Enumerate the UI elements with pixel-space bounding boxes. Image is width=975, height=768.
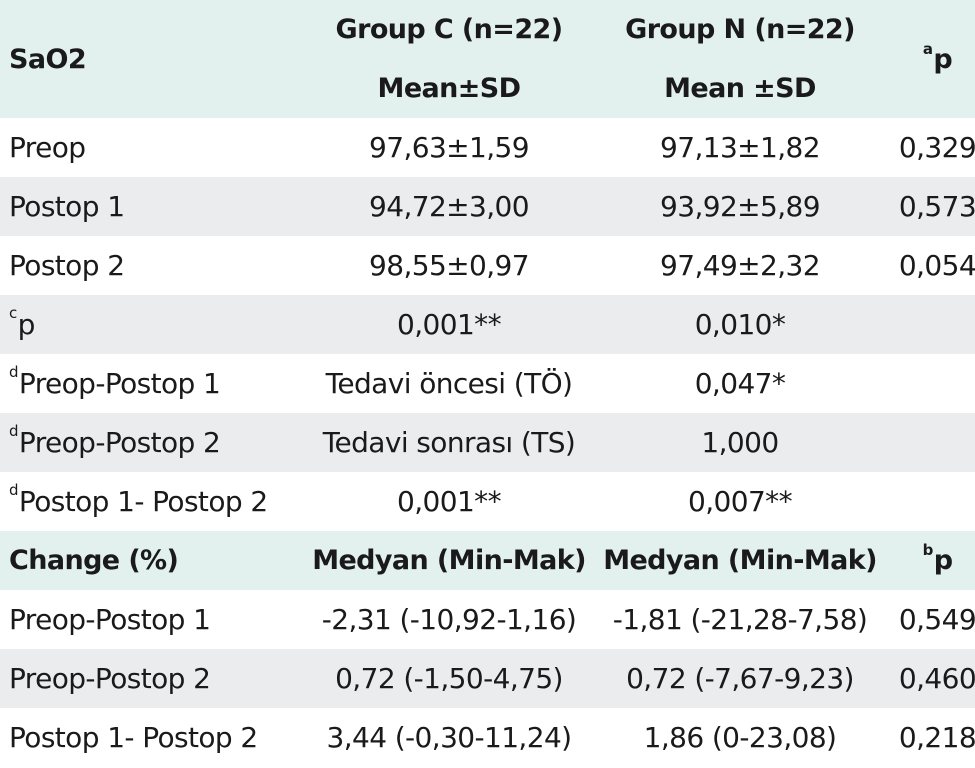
header-row-2: Mean±SD Mean ±SD [0,59,975,118]
group-c-value: 0,72 (-1,50-4,75) [309,649,589,708]
row-label-cell: dPreop-Postop 1 [0,354,309,413]
row-label: Postop 1- Postop 2 [18,485,268,518]
row-label: Preop-Postop 1 [9,603,211,636]
group-n-value: 0,047* [694,367,786,400]
change-header-p-superscript: b [922,541,934,559]
group-n-value: 1,86 (0-23,08) [643,721,837,754]
row-label-superscript: c [9,304,17,322]
group-n-value: 93,92±5,89 [589,177,891,236]
header-p-cell: ap [891,0,975,118]
group-c-value: Tedavi sonrası (TS) [309,413,589,472]
p-value [891,354,975,413]
change-header-row: Change (%) Medyan (Min-Mak) Medyan (Min-… [0,531,975,590]
group-c-value: 0,001** [309,295,589,354]
row-label: Preop [9,131,86,164]
row-label: Preop-Postop 2 [18,426,221,459]
table-row: Preop-Postop 2 0,72 (-1,50-4,75) 0,72 (-… [0,649,975,708]
table-row: Preop-Postop 1 -2,31 (-10,92-1,16) -1,81… [0,590,975,649]
row-label-cell: dPreop-Postop 2 [0,413,309,472]
group-n-value: 97,13±1,82 [660,131,821,164]
group-c-value: 97,63±1,59 [369,131,530,164]
table-row: dPostop 1- Postop 2 0,001** 0,007** [0,472,975,531]
table-row: dPreop-Postop 1 Tedavi öncesi (TÖ) 0,047… [0,354,975,413]
row-label-cell: dPostop 1- Postop 2 [0,472,309,531]
header-group-n-title: Group N (n=22) [589,0,891,59]
row-label: Preop-Postop 2 [0,649,309,708]
change-header-group-n: Medyan (Min-Mak) [589,531,891,590]
header-sao2-label: SaO2 [9,43,87,75]
p-value: 0,573 [891,177,975,236]
table-row: Postop 1 94,72±3,00 93,92±5,89 0,573 [0,177,975,236]
group-c-value: 0,001** [397,485,502,518]
header-group-c-stat: Mean±SD [309,59,589,118]
change-header-group-c: Medyan (Min-Mak) [309,531,589,590]
group-c-value: -2,31 (-10,92-1,16) [321,603,577,636]
header-row-label: SaO2 [0,0,309,118]
table-row: cp 0,001** 0,010* [0,295,975,354]
group-n-value: -1,81 (-21,28-7,58) [612,603,868,636]
change-header-p-cell: bp [891,531,975,590]
row-label-cell: cp [0,295,309,354]
group-n-value: 97,49±2,32 [660,249,821,282]
table-row: dPreop-Postop 2 Tedavi sonrası (TS) 1,00… [0,413,975,472]
change-header-label: Change (%) [0,531,309,590]
group-c-value: 98,55±0,97 [369,249,530,282]
row-label-superscript: d [9,363,19,381]
group-c-value: Tedavi öncesi (TÖ) [325,367,573,400]
header-group-c-title: Group C (n=22) [309,0,589,59]
p-value [891,413,975,472]
row-label: Postop 2 [9,249,125,282]
row-label: Preop-Postop 1 [18,367,221,400]
p-value: 0,329 [898,131,975,164]
group-c-value: 94,72±3,00 [309,177,589,236]
p-value: 0,549 [898,603,975,636]
p-value: 0,460 [891,649,975,708]
table-row: Postop 1- Postop 2 3,44 (-0,30-11,24) 1,… [0,708,975,767]
table-row: Preop 97,63±1,59 97,13±1,82 0,329 [0,118,975,177]
row-label: p [17,308,36,341]
p-value: 0,218 [898,721,975,754]
group-n-value: 0,010* [589,295,891,354]
header-group-n-stat: Mean ±SD [589,59,891,118]
group-c-value: 3,44 (-0,30-11,24) [326,721,572,754]
row-label-superscript: d [9,422,19,440]
row-label: Postop 1 [0,177,309,236]
p-value [891,295,975,354]
group-n-value: 1,000 [589,413,891,472]
p-value [891,472,975,531]
table-row: Postop 2 98,55±0,97 97,49±2,32 0,054 [0,236,975,295]
header-p-superscript: a [922,39,933,58]
group-n-value: 0,007** [688,485,793,518]
group-n-value: 0,72 (-7,67-9,23) [589,649,891,708]
row-label: Postop 1- Postop 2 [9,721,258,754]
p-value: 0,054 [898,249,975,282]
header-p-label: p [933,43,953,75]
header-row-1: SaO2 Group C (n=22) Group N (n=22) ap [0,0,975,118]
row-label-superscript: d [9,481,19,499]
change-header-p-label: p [933,545,953,576]
